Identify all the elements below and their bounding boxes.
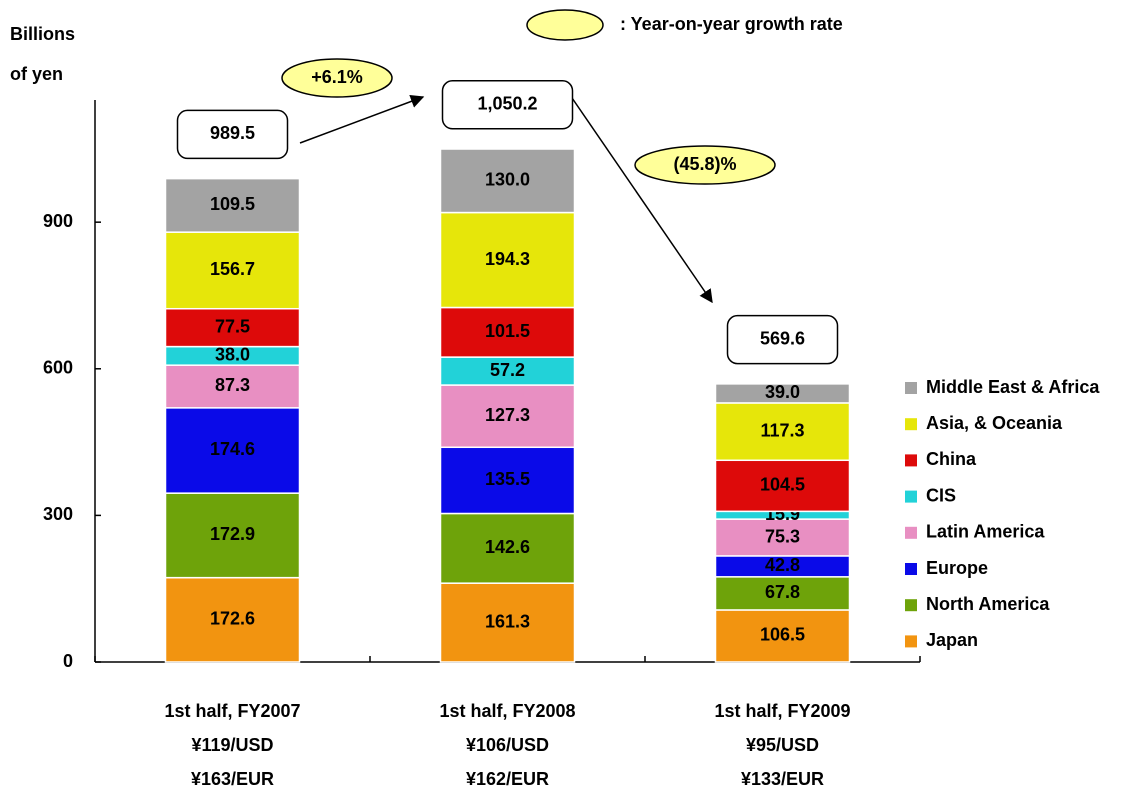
legend-swatch — [905, 454, 917, 467]
x-tick-note: ¥119/USD — [191, 735, 273, 755]
bar-segment — [714, 402, 851, 462]
legend-swatch — [905, 418, 917, 431]
bar-segment — [439, 582, 576, 663]
y-axis-label: Billions — [10, 24, 75, 44]
growth-legend: : Year-on-year growth rate — [620, 14, 843, 34]
total-box — [441, 80, 574, 130]
legend-swatch — [905, 599, 917, 612]
total-label: 1,050.2 — [477, 94, 537, 114]
total-label: 569.6 — [760, 328, 805, 348]
x-tick-note: ¥163/EUR — [191, 769, 274, 789]
x-tick-note: ¥95/USD — [746, 735, 819, 755]
data-label: 104.5 — [760, 475, 805, 495]
legend-swatch — [905, 635, 917, 648]
bar-segment — [164, 492, 301, 579]
total-box — [726, 314, 839, 365]
legend-swatch — [905, 490, 917, 503]
y-axis-label: of yen — [10, 64, 63, 84]
data-label: 161.3 — [485, 611, 530, 631]
legend-label: North America — [926, 594, 1050, 614]
data-label: 57.2 — [490, 360, 525, 380]
total-label: 989.5 — [210, 123, 255, 143]
legend-swatch — [905, 563, 917, 575]
bar-segment — [439, 148, 576, 214]
growth-badge — [281, 58, 393, 98]
total-box — [176, 109, 289, 160]
data-label: 39.0 — [765, 382, 800, 402]
legend-swatch — [905, 526, 917, 539]
bar-segment — [439, 384, 576, 449]
bar-segment — [714, 609, 851, 663]
data-label: 142.6 — [485, 537, 530, 557]
data-label: 172.9 — [210, 524, 255, 544]
y-tick-label: 0 — [63, 651, 73, 671]
data-label: 106.5 — [760, 625, 805, 645]
growth-label: (45.8)% — [673, 154, 736, 174]
x-tick-label: 1st half, FY2007 — [164, 701, 300, 721]
data-label: 172.6 — [210, 609, 255, 629]
data-label: 156.7 — [210, 259, 255, 279]
data-label: 194.3 — [485, 249, 530, 269]
bar-segment — [714, 459, 851, 513]
data-label: 130.0 — [485, 170, 530, 190]
data-label: 77.5 — [215, 316, 250, 336]
y-tick-label: 900 — [43, 211, 73, 231]
data-label: 101.5 — [485, 321, 530, 341]
y-tick-label: 600 — [43, 358, 73, 378]
data-label: 67.8 — [765, 582, 800, 602]
data-label: 117.3 — [760, 420, 804, 440]
bar-segment — [439, 211, 576, 309]
bar-segment — [164, 177, 301, 233]
growth-legend-swatch — [526, 9, 604, 41]
arrow — [299, 94, 425, 144]
bar-segment — [164, 231, 301, 310]
data-label: 38.0 — [215, 345, 250, 365]
data-label: 75.3 — [765, 526, 800, 546]
arrow — [569, 94, 713, 304]
legend-label: China — [926, 449, 977, 469]
legend-label: Middle East & Africa — [926, 377, 1100, 397]
legend-label: Europe — [926, 558, 988, 578]
legend-swatch — [905, 382, 917, 394]
y-tick-label: 300 — [43, 504, 73, 524]
data-label: 87.3 — [215, 375, 250, 395]
x-tick-label: 1st half, FY2008 — [439, 701, 575, 721]
growth-badge — [634, 145, 776, 185]
x-tick-note: ¥106/USD — [466, 735, 549, 755]
data-label: 127.3 — [485, 405, 530, 425]
legend-label: Asia, & Oceania — [926, 413, 1063, 433]
bar-segment — [164, 307, 301, 348]
bar-segment — [439, 356, 576, 386]
data-label: 174.6 — [210, 439, 255, 459]
data-label: 135.5 — [485, 469, 530, 489]
x-tick-note: ¥162/EUR — [466, 769, 549, 789]
legend-label: Japan — [926, 630, 978, 650]
legend-label: Latin America — [926, 522, 1045, 542]
x-tick-label: 1st half, FY2009 — [714, 701, 850, 721]
bar-segment — [439, 446, 576, 515]
data-label: 42.8 — [765, 555, 800, 575]
bar-segment — [714, 383, 851, 404]
bar-segment — [164, 407, 301, 494]
data-label: 109.5 — [210, 194, 255, 214]
bar-segment — [439, 512, 576, 584]
bar-segment — [164, 364, 301, 409]
bar-segment — [439, 306, 576, 358]
x-tick-note: ¥133/EUR — [741, 769, 824, 789]
legend-label: CIS — [926, 485, 956, 505]
bar-segment — [714, 518, 851, 557]
growth-label: +6.1% — [311, 67, 363, 87]
